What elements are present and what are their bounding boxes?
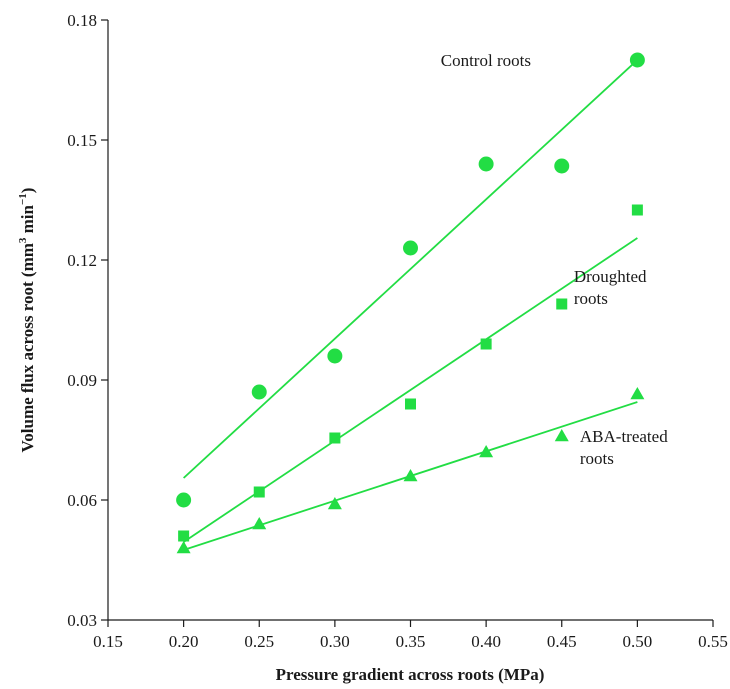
x-tick-label: 0.55 [698,632,728,651]
x-tick-label: 0.30 [320,632,350,651]
square-point [556,298,568,310]
triangle-point [479,445,494,458]
y-tick-label: 0.09 [67,371,97,390]
x-tick-label: 0.25 [244,632,274,651]
circle-point [554,158,570,174]
circle-point [478,156,494,172]
fit-line-square [183,237,638,543]
square-point [329,432,341,444]
circle-point [629,52,645,68]
y-tick-label: 0.03 [67,611,97,630]
series-label: roots [574,289,608,308]
x-tick-label: 0.35 [396,632,426,651]
circle-point [403,240,418,256]
triangle-point [403,469,418,482]
x-axis-title: Pressure gradient across roots (MPa) [276,665,545,684]
series-label: ABA-treated [580,427,668,446]
circle-point [251,384,267,400]
square-point [405,398,416,410]
triangle-point [252,517,267,530]
y-axis-title-mid: min [18,204,37,237]
y-axis-title-end: ) [18,188,37,194]
x-tick-label: 0.40 [471,632,501,651]
triangle-point [327,497,342,510]
x-tick-label: 0.20 [169,632,199,651]
y-tick-label: 0.06 [67,491,97,510]
square-point [178,530,190,542]
x-tick-label: 0.45 [547,632,577,651]
y-tick-label: 0.15 [67,131,97,150]
circle-point [327,348,343,364]
y-axis-title-sup2: −1 [17,193,29,205]
y-tick-label: 0.12 [67,251,97,270]
x-tick-label: 0.15 [93,632,123,651]
y-tick-label: 0.18 [67,11,97,30]
axes [107,20,713,621]
ticks: 0.15 0.20 0.25 0.30 0.35 0.40 0.45 0.50 0.55 0.03… [67,11,728,651]
series-labels: Control roots Droughted roots ABA-treated ro… [441,51,668,468]
triangle-point [176,541,191,554]
series-label: Control roots [441,51,531,70]
fit-line-circle [183,59,638,479]
square-point [480,338,492,350]
markers [176,52,645,554]
y-axis-title: Volume flux across root (mm3 min−1) [17,188,37,453]
square-point [253,486,265,498]
x-tick-label: 0.50 [623,632,653,651]
series-label: Droughted [574,267,647,286]
square-point [631,204,643,216]
y-axis-title-sup1: 3 [17,237,29,243]
y-axis-title-main: Volume flux across root (mm [18,243,37,452]
triangle-point [554,429,569,442]
series-label: roots [580,449,614,468]
circle-point [176,492,192,508]
triangle-point [630,387,645,400]
